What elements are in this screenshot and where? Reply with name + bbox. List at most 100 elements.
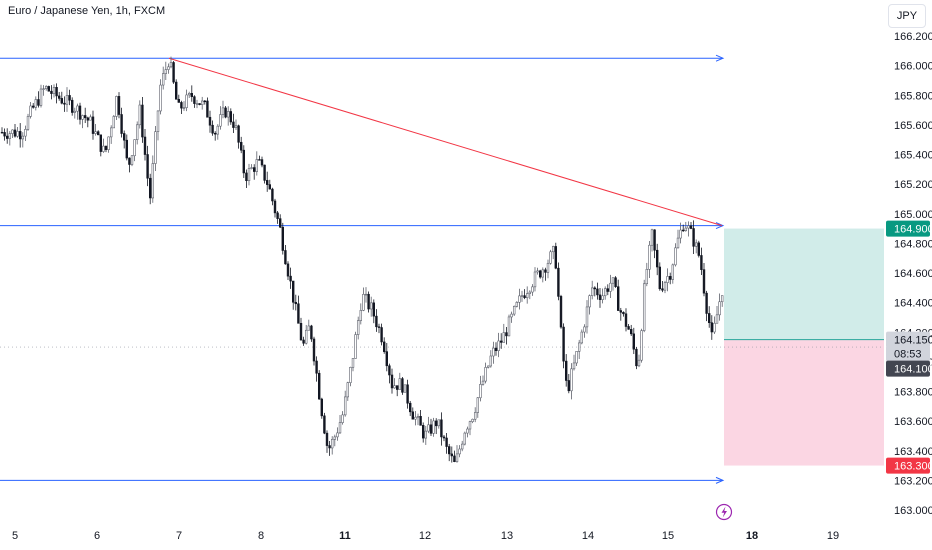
candle-body — [91, 116, 95, 134]
candle-body — [273, 200, 277, 214]
candle-body — [143, 136, 147, 155]
candle-body — [432, 420, 435, 434]
candle-body — [512, 306, 516, 315]
candle-body — [398, 378, 401, 390]
candle-body — [268, 184, 271, 190]
candle-body — [351, 358, 355, 368]
candle-body — [128, 157, 131, 165]
current-price-tag: 164.100 — [894, 364, 932, 376]
candle-body — [71, 99, 74, 113]
target-price-tag-bg — [886, 220, 930, 237]
candle-body — [440, 419, 443, 438]
candle-body — [164, 69, 167, 74]
candle-body — [73, 110, 77, 113]
candle-body — [546, 262, 550, 273]
candle-body — [593, 287, 597, 290]
candle-body — [583, 326, 586, 333]
candle-body — [354, 334, 357, 359]
candle-body — [5, 135, 9, 139]
candle-body — [242, 149, 245, 174]
currency-button[interactable]: JPY — [888, 4, 926, 28]
candle-body — [609, 282, 612, 292]
candle-body — [133, 139, 136, 157]
candle-body — [312, 338, 316, 362]
candle-body — [338, 422, 342, 434]
candle-body — [107, 136, 110, 150]
candle-body — [307, 325, 310, 331]
candle-body — [167, 66, 170, 70]
candle-body — [362, 294, 365, 311]
candle-body — [130, 155, 134, 165]
candle-body — [505, 332, 508, 337]
time-tick-label: 18 — [746, 530, 758, 542]
drawing-lines[interactable] — [0, 54, 725, 484]
candle-body — [533, 271, 537, 288]
candle-body — [518, 295, 521, 303]
time-axis[interactable]: 5 6 7 8 11 12 13 14 15 18 19 — [12, 530, 839, 542]
candle-body — [720, 295, 724, 303]
candle-body — [476, 397, 479, 413]
candle-body — [8, 133, 11, 139]
candle-body — [421, 425, 425, 439]
price-tick-label: 165.600 — [894, 120, 932, 132]
candle-body — [554, 246, 558, 269]
candle-body — [258, 159, 261, 161]
candle-body — [507, 316, 511, 337]
candle-body — [219, 114, 222, 127]
candle-body — [117, 96, 121, 115]
candle-body — [429, 424, 433, 434]
candle-body — [637, 359, 641, 367]
entry-price-tag: 164.150 — [894, 335, 932, 347]
time-tick-label: 19 — [827, 530, 839, 542]
candle-body — [195, 103, 199, 105]
candle-body — [590, 287, 594, 296]
candle-body — [567, 380, 571, 392]
candle-body — [278, 218, 282, 228]
candle-body — [499, 340, 503, 343]
descending-trendline — [168, 57, 723, 227]
candle-body — [484, 367, 487, 382]
candle-body — [648, 244, 651, 270]
bar-countdown-tag: 08:53 — [894, 349, 922, 361]
candle-body — [372, 302, 375, 317]
candle-body — [390, 374, 394, 389]
candle-body — [515, 302, 519, 307]
candle-body — [463, 432, 466, 445]
price-axis[interactable]: 166.200 166.000 165.800 165.600 165.400 165.2… — [894, 31, 932, 517]
candle-body — [681, 229, 685, 232]
candle-body — [671, 264, 675, 280]
candle-body — [481, 380, 485, 385]
candle-body — [414, 416, 417, 420]
resistance-line-top-arrow — [715, 54, 725, 62]
price-tick-label: 163.800 — [894, 387, 932, 399]
price-tick-label: 164.800 — [894, 238, 932, 250]
candle-body — [325, 432, 329, 446]
candle-body — [253, 167, 256, 172]
candle-body — [162, 73, 165, 86]
price-tags: 164.900 164.150 08:53 164.100 163.300 — [886, 220, 932, 474]
candle-body — [622, 311, 625, 315]
candle-body — [715, 314, 719, 324]
candle-body — [684, 227, 688, 231]
time-tick-label: 5 — [12, 530, 18, 542]
candle-body — [333, 436, 336, 440]
time-tick-label: 11 — [339, 530, 351, 542]
candle-body — [531, 286, 534, 293]
candle-body — [559, 296, 563, 328]
candle-body — [224, 107, 227, 118]
candle-body — [689, 225, 693, 229]
candle-body — [159, 84, 162, 112]
candle-body — [458, 448, 461, 455]
candle-body — [60, 98, 64, 104]
bar-countdown-tag-bg — [886, 345, 930, 362]
lightning-icon[interactable] — [715, 503, 733, 521]
candle-body — [110, 127, 113, 138]
long-position-tool[interactable] — [0, 228, 884, 466]
candle-body — [629, 329, 633, 335]
position-profit-zone — [724, 228, 884, 340]
candle-body — [323, 415, 326, 434]
candle-body — [172, 62, 175, 83]
candle-body — [112, 116, 116, 129]
candle-body — [611, 277, 615, 284]
